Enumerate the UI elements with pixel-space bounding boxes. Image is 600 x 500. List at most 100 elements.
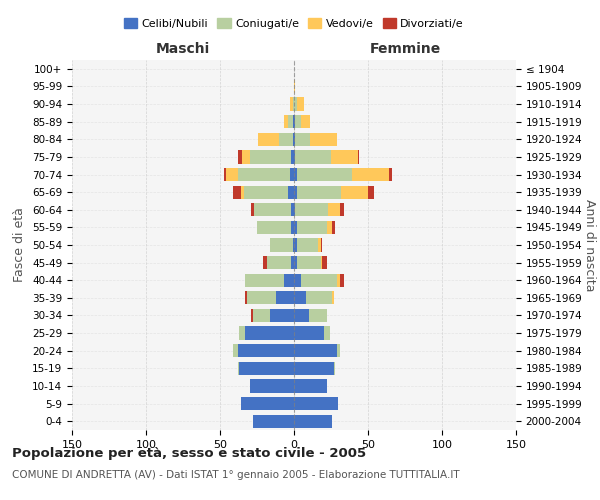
Bar <box>294 150 295 164</box>
Bar <box>322 256 326 269</box>
Bar <box>291 221 294 234</box>
Bar <box>254 203 291 216</box>
Bar <box>310 132 337 146</box>
Bar <box>293 115 294 128</box>
Bar <box>294 380 326 392</box>
Bar <box>284 115 288 128</box>
Bar <box>253 309 271 322</box>
Bar <box>334 362 335 375</box>
Bar <box>294 362 334 375</box>
Bar <box>326 221 332 234</box>
Bar <box>257 221 291 234</box>
Bar <box>294 309 309 322</box>
Bar <box>293 132 294 146</box>
Bar <box>317 238 320 252</box>
Bar <box>294 168 297 181</box>
Bar <box>290 98 293 110</box>
Bar <box>301 115 310 128</box>
Y-axis label: Anni di nascita: Anni di nascita <box>583 198 596 291</box>
Bar <box>337 344 340 358</box>
Bar <box>297 256 320 269</box>
Bar <box>297 186 341 198</box>
Bar <box>293 238 294 252</box>
Bar <box>294 98 297 110</box>
Bar <box>295 150 331 164</box>
Bar <box>294 414 332 428</box>
Bar <box>294 186 297 198</box>
Bar <box>233 344 238 358</box>
Bar <box>271 238 293 252</box>
Bar <box>226 168 238 181</box>
Bar <box>259 132 279 146</box>
Bar <box>297 168 352 181</box>
Bar <box>238 150 242 164</box>
Text: COMUNE DI ANDRETTA (AV) - Dati ISTAT 1° gennaio 2005 - Elaborazione TUTTITALIA.I: COMUNE DI ANDRETTA (AV) - Dati ISTAT 1° … <box>12 470 460 480</box>
Bar <box>309 309 326 322</box>
Text: Maschi: Maschi <box>156 42 210 56</box>
Bar <box>291 150 294 164</box>
Legend: Celibi/Nubili, Coniugati/e, Vedovi/e, Divorziati/e: Celibi/Nubili, Coniugati/e, Vedovi/e, Di… <box>119 14 469 34</box>
Bar <box>297 98 304 110</box>
Bar <box>239 326 245 340</box>
Bar <box>250 150 291 164</box>
Bar <box>297 238 317 252</box>
Bar <box>294 256 297 269</box>
Bar <box>245 291 247 304</box>
Bar <box>294 291 306 304</box>
Bar <box>239 362 294 375</box>
Bar <box>340 203 344 216</box>
Bar <box>233 186 241 198</box>
Text: Femmine: Femmine <box>370 42 440 56</box>
Bar <box>251 203 254 216</box>
Bar <box>279 132 293 146</box>
Bar <box>245 274 284 287</box>
Bar <box>368 186 374 198</box>
Bar <box>331 150 358 164</box>
Bar <box>297 221 326 234</box>
Bar <box>295 132 310 146</box>
Bar <box>238 344 294 358</box>
Bar <box>251 309 253 322</box>
Bar <box>341 186 368 198</box>
Bar <box>291 256 294 269</box>
Bar <box>328 203 340 216</box>
Bar <box>340 274 344 287</box>
Bar <box>241 186 244 198</box>
Bar <box>268 256 291 269</box>
Bar <box>241 397 294 410</box>
Bar <box>358 150 359 164</box>
Bar <box>294 221 297 234</box>
Bar <box>294 274 301 287</box>
Bar <box>290 168 294 181</box>
Bar <box>238 362 239 375</box>
Bar <box>276 291 294 304</box>
Bar <box>294 132 295 146</box>
Bar <box>294 326 323 340</box>
Bar <box>337 274 340 287</box>
Bar <box>294 238 297 252</box>
Bar <box>320 238 322 252</box>
Bar <box>263 256 268 269</box>
Bar <box>224 168 226 181</box>
Bar <box>271 309 294 322</box>
Bar <box>352 168 389 181</box>
Bar <box>238 168 290 181</box>
Bar <box>306 291 332 304</box>
Bar <box>294 115 295 128</box>
Bar <box>323 326 329 340</box>
Bar <box>244 186 288 198</box>
Bar <box>294 203 295 216</box>
Bar <box>320 256 322 269</box>
Bar <box>284 274 294 287</box>
Bar <box>291 203 294 216</box>
Bar <box>293 98 294 110</box>
Bar <box>294 344 337 358</box>
Bar <box>294 397 338 410</box>
Y-axis label: Fasce di età: Fasce di età <box>13 208 26 282</box>
Bar <box>242 150 250 164</box>
Bar <box>288 186 294 198</box>
Bar <box>294 80 295 93</box>
Bar <box>250 380 294 392</box>
Bar <box>253 414 294 428</box>
Bar <box>301 274 337 287</box>
